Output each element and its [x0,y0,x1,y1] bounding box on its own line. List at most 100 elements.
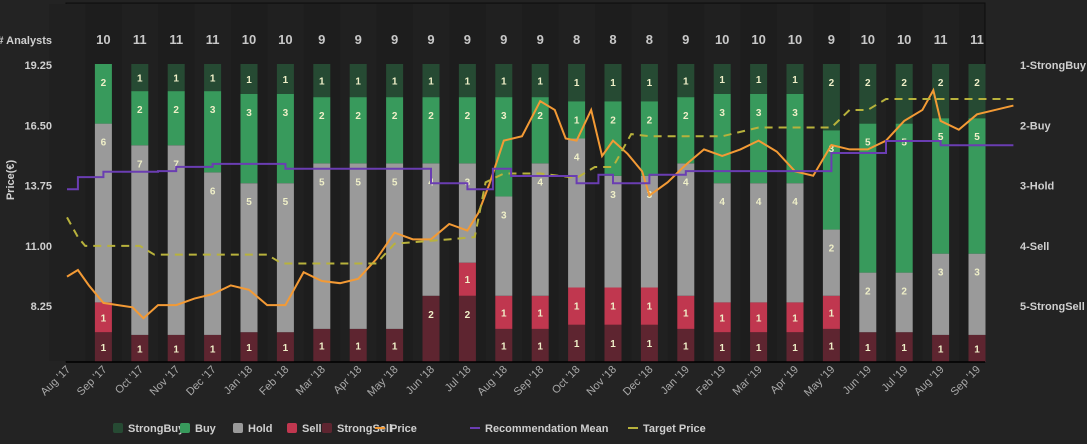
bar-value-label: 1 [428,77,434,88]
bar-strongbuy [531,64,549,98]
analyst-count: 11 [133,32,147,47]
bar-strongsell [204,334,222,362]
bar-buy [313,97,331,164]
bar-strongsell [859,332,877,362]
bar-value-label: 1 [574,115,580,126]
bar-value-label: 2 [938,78,944,89]
bar-value-label: 1 [246,75,252,86]
x-tick-label: Aug '18 [475,364,510,399]
bar-strongbuy [167,64,185,92]
bar-value-label: 4 [683,177,689,188]
bar-hold [531,163,549,296]
bar-strongsell [895,332,913,362]
bar-value-label: 1 [719,75,725,86]
bar-value-label: 1 [537,341,543,352]
y-tick-label: 19.25 [24,60,52,72]
bar-buy [276,93,294,184]
bar-strongsell [422,295,440,362]
bar-strongsell [640,324,658,362]
bar-value-label: 1 [610,339,616,350]
bar-strongbuy [458,64,476,98]
bar-value-label: 4 [719,197,725,208]
x-tick-label: Jul '19 [880,364,911,395]
bar-hold [386,163,404,329]
bar-hold [968,253,986,335]
bar-value-label: 1 [210,344,216,355]
bar-value-label: 1 [501,308,507,319]
bar-value-label: 5 [319,177,325,188]
right-axis-label: 1-StrongBuy [1020,60,1087,72]
bar-value-label: 3 [246,108,252,119]
bar-value-label: 3 [210,105,216,116]
bar-strongsell [568,324,586,362]
analyst-count: 10 [242,32,256,47]
legend-swatch-strongsell [322,423,332,433]
bar-value-label: 2 [537,111,543,122]
bar-buy [895,123,913,273]
line-recommendation-mean [67,139,1014,191]
analyst-count: 11 [970,32,984,47]
bar-buy [94,64,112,124]
bar-value-label: 2 [392,111,398,122]
x-tick-label: Feb '19 [694,364,728,398]
analyst-count: 11 [169,32,183,47]
bar-value-label: 1 [829,308,835,319]
bar-value-label: 1 [210,74,216,85]
bar-value-label: 1 [792,313,798,324]
bar-value-label: 1 [355,341,361,352]
bar-value-label: 2 [865,287,871,298]
x-tick-label: Jun '19 [841,364,874,397]
bar-value-label: 1 [537,77,543,88]
bar-sell [531,295,549,329]
bar-strongbuy [240,64,258,94]
bar-value-label: 2 [829,78,835,89]
bar-value-label: 5 [246,197,252,208]
bar-hold [859,272,877,333]
bar-value-label: 5 [865,138,871,149]
bar-value-label: 1 [610,302,616,313]
bar-sell [94,302,112,333]
bar-value-label: 1 [974,344,980,355]
bar-strongbuy [422,64,440,98]
analyst-count: 9 [318,32,325,47]
bar-strongsell [167,334,185,362]
y-axis-label: Price(€) [5,159,17,200]
bar-value-label: 1 [865,343,871,354]
bar-buy [786,93,804,184]
bar-buy [204,91,222,173]
bar-strongbuy [750,64,768,94]
bar-strongbuy [386,64,404,98]
x-tick-label: Mar '18 [294,364,328,398]
bar-strongbuy [932,64,950,119]
bar-strongsell [131,334,149,362]
bar-buy [131,91,149,146]
bar-hold [895,272,913,333]
x-tick-label: Feb '18 [257,364,291,398]
bar-sell [458,262,476,296]
bar-buy [167,91,185,146]
x-tick-label: Sep '19 [948,364,983,399]
bar-value-label: 1 [501,77,507,88]
legend-label: Target Price [643,423,706,435]
right-axis-label: 5-StrongSell [1020,301,1085,313]
analyst-count: 10 [751,32,765,47]
bar-hold [422,163,440,296]
bar-value-label: 1 [901,343,907,354]
bar-sell [822,295,840,329]
analyst-count: 11 [934,32,948,47]
bar-value-label: 4 [756,197,762,208]
bar-value-label: 1 [938,344,944,355]
bar-value-label: 1 [537,308,543,319]
bar-value-label: 3 [756,108,762,119]
analyst-count: 9 [682,32,689,47]
right-axis-label: 2-Buy [1020,120,1051,132]
y-tick-label: 11.00 [25,241,52,253]
analyst-count: 10 [715,32,729,47]
analyst-count: 8 [573,32,580,47]
y-tick-label: 8.25 [31,301,52,313]
bar-sell [604,287,622,325]
bar-strongsell [495,328,513,362]
x-tick-label: Nov '17 [148,364,183,399]
bar-strongsell [822,328,840,362]
